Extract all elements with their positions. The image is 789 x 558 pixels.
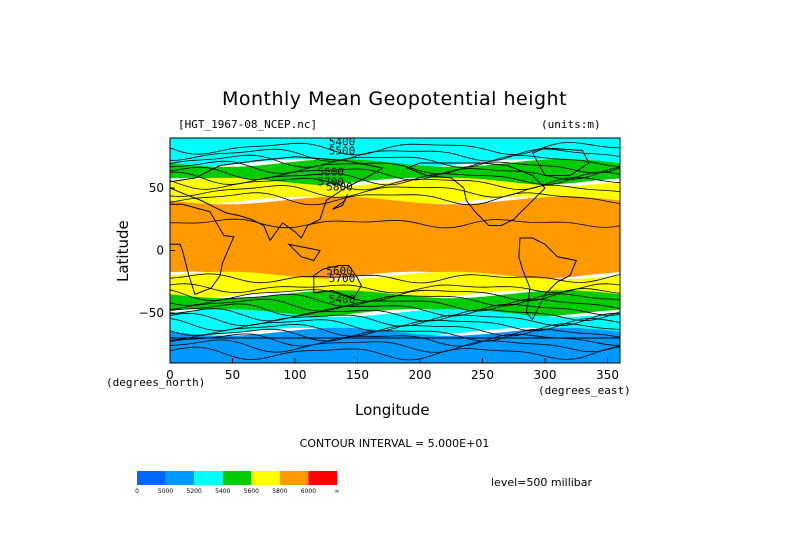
- contour-line: [170, 148, 620, 162]
- colorbar-label: 5200: [187, 488, 202, 495]
- contour-line: [170, 333, 620, 347]
- contour-line: [170, 184, 620, 198]
- x-tick-label: 250: [471, 368, 494, 382]
- contour-label: 5700: [329, 272, 356, 285]
- coastlines: [170, 147, 620, 339]
- contour-line: [170, 192, 620, 206]
- contour-label: 5800: [326, 181, 353, 194]
- filled-band: [170, 271, 620, 299]
- x-tick-label: 300: [534, 368, 557, 382]
- y-tick-label: 50: [149, 181, 164, 195]
- level-label: level=500 millibar: [491, 476, 593, 489]
- x-axis-ticks: 0 50 100 150 200 250 300 350: [166, 358, 619, 382]
- contour-label: 5700: [318, 176, 345, 189]
- y-axis-title: Latitude: [114, 220, 132, 282]
- colorbar-swatch: [222, 471, 252, 485]
- x-tick-label: 0: [166, 368, 174, 382]
- contour-line: [170, 323, 620, 337]
- colorbar-label: 5400: [215, 488, 230, 495]
- coastline: [518, 237, 577, 321]
- x-tick-label: 150: [346, 368, 369, 382]
- x-tick-label: 350: [596, 368, 619, 382]
- filled-band: [170, 138, 620, 167]
- filled-band: [170, 196, 620, 280]
- contour-label: 5400: [329, 293, 356, 306]
- filled-contours: [170, 138, 620, 363]
- x-axis-title: Longitude: [355, 401, 430, 419]
- filled-band: [170, 290, 620, 317]
- x-axis-units: (degrees_east): [538, 384, 631, 397]
- coastline: [287, 243, 321, 262]
- coastline: [406, 162, 546, 226]
- colorbar-swatch: [251, 471, 280, 485]
- colorbar-label: 0: [135, 488, 139, 495]
- contour-line: [170, 298, 620, 312]
- contour-label: 5600: [326, 264, 353, 277]
- x-tick-label: 200: [409, 368, 432, 382]
- colorbar-label: 5800: [272, 488, 287, 495]
- colorbar-label: 6000: [301, 488, 316, 495]
- y-tick-label: −50: [139, 306, 164, 320]
- contour-interval: CONTOUR INTERVAL = 5.000E+01: [299, 437, 490, 450]
- colorbar-label: 5000: [158, 488, 173, 495]
- colorbar-label: ∞: [335, 488, 340, 495]
- colorbar-label: 5600: [244, 488, 259, 495]
- contour-line: [170, 141, 620, 156]
- colorbar-swatch: [137, 471, 166, 485]
- units-label: (units:m): [541, 118, 601, 131]
- contour-label: 5500: [329, 144, 356, 157]
- contour-line: [170, 346, 620, 361]
- contour-line: [170, 312, 620, 327]
- file-label: [HGT_1967-08_NCEP.nc]: [178, 118, 318, 131]
- filled-band: [170, 309, 620, 336]
- contour-line: [170, 176, 620, 191]
- colorbar-swatch: [165, 471, 195, 485]
- contour-line: [170, 154, 620, 168]
- contour-line: [170, 339, 620, 353]
- colorbar-swatch: [194, 471, 223, 485]
- contour-line: [170, 308, 620, 322]
- coastline: [332, 194, 348, 210]
- x-tick-label: 100: [284, 368, 307, 382]
- contour-line: [170, 328, 620, 342]
- coastline: [531, 147, 590, 176]
- colorbar: 0 5000 5200 5400 5600 5800 6000 ∞: [135, 471, 340, 495]
- contour-line: [170, 160, 620, 175]
- contour-label: 5400: [329, 136, 356, 149]
- contour-line: [170, 273, 620, 284]
- y-axis-units: (degrees_north): [106, 376, 206, 389]
- contour-line: [170, 218, 620, 229]
- contour-lines: [170, 141, 620, 361]
- coastline: [170, 156, 384, 242]
- contour-line: [170, 283, 620, 294]
- coastline: [170, 203, 235, 295]
- coastline: [313, 265, 362, 299]
- contour-line: [170, 303, 620, 317]
- colorbar-swatch: [308, 471, 337, 485]
- y-tick-label: 0: [156, 244, 164, 258]
- colorbar-swatch: [279, 471, 309, 485]
- plot-title: Monthly Mean Geopotential height: [221, 88, 568, 110]
- contour-line: [170, 317, 620, 332]
- y-axis-ticks: 50 0 −50: [139, 181, 175, 320]
- x-tick-label: 50: [225, 368, 240, 382]
- contour-label: 5600: [318, 166, 345, 179]
- filled-band: [170, 177, 620, 205]
